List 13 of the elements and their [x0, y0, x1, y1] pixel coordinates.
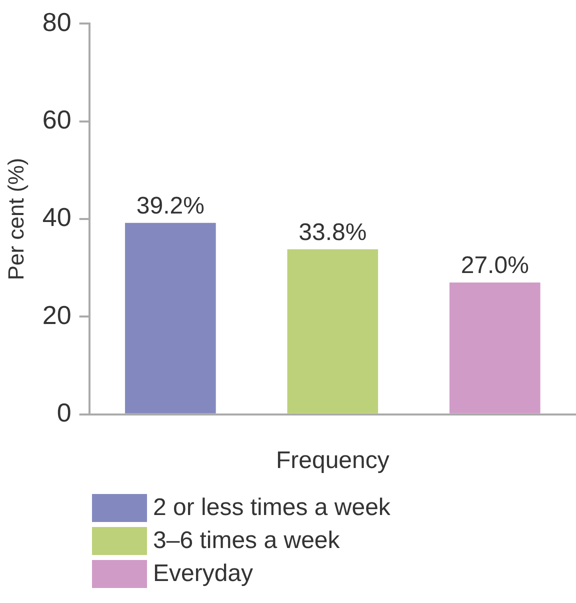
y-tick-label: 0 [56, 398, 72, 428]
y-tick-label: 60 [42, 104, 72, 134]
data-label: 33.8% [298, 218, 367, 246]
legend-label: 2 or less times a week [153, 494, 390, 522]
legend-label: Everyday [153, 560, 254, 588]
legend-label: 3–6 times a week [153, 527, 340, 555]
y-tick-label: 20 [42, 300, 72, 330]
data-label: 39.2% [136, 192, 204, 220]
y-axis-title: Per cent (%) [3, 158, 28, 280]
y-tick-label: 80 [42, 6, 72, 37]
data-label: 27.0% [460, 252, 529, 280]
y-tick-label: 40 [42, 202, 72, 232]
x-axis-title: Frequency [276, 447, 390, 474]
